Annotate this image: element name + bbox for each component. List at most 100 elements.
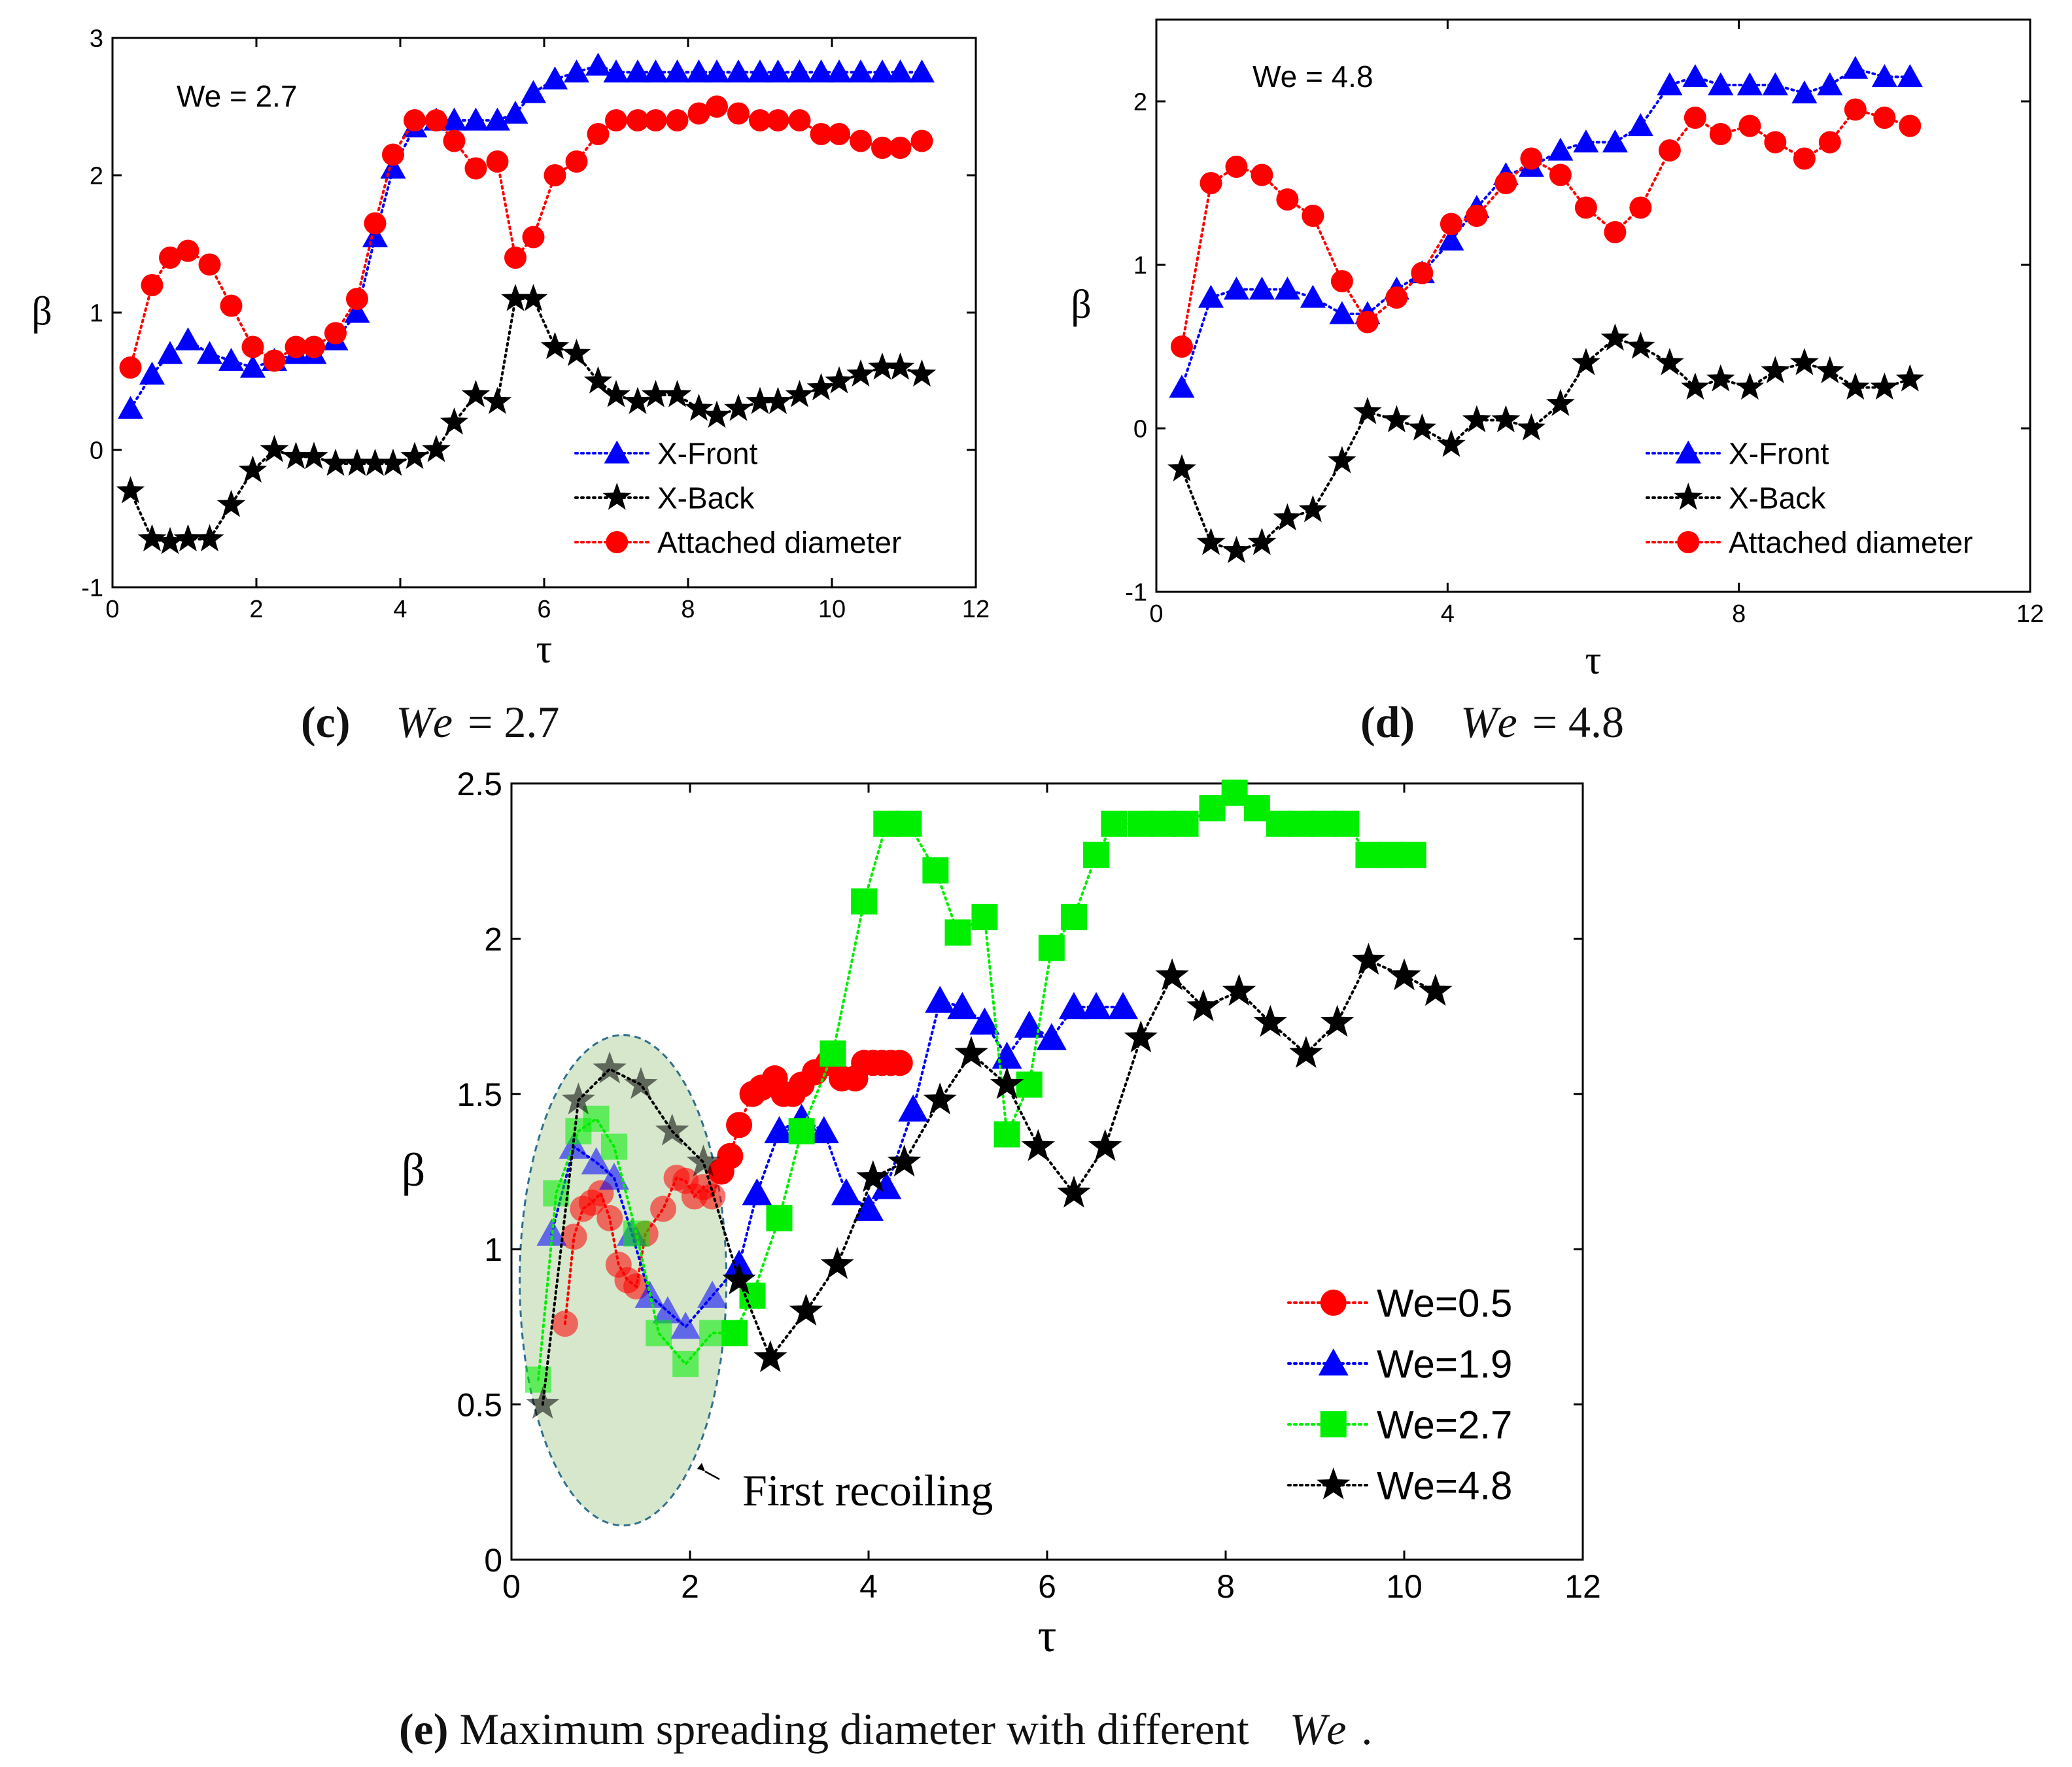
data-point	[1764, 131, 1787, 154]
caption-d-we: We	[1460, 697, 1521, 747]
x-tick-label: 0	[105, 596, 119, 623]
data-point	[382, 143, 404, 166]
annotation-label: We = 2.7	[177, 79, 298, 113]
data-point	[1060, 904, 1087, 931]
data-point	[173, 524, 203, 552]
data-point	[1738, 114, 1761, 137]
data-point	[704, 59, 730, 83]
data-point	[360, 449, 390, 476]
data-point	[1574, 196, 1597, 219]
caption-e-tail: .	[1361, 1704, 1373, 1754]
data-point	[593, 1051, 627, 1084]
legend-marker	[1317, 1467, 1351, 1500]
data-point	[764, 1116, 795, 1144]
data-point	[216, 490, 246, 517]
data-point	[990, 1067, 1024, 1099]
data-point	[364, 212, 387, 235]
data-point	[871, 137, 893, 159]
x-tick-label: 4	[393, 596, 407, 623]
x-axis-label: τ	[1585, 638, 1602, 683]
data-point	[1494, 172, 1517, 194]
x-tick-label: 10	[818, 596, 846, 623]
data-point	[699, 1320, 726, 1347]
data-point	[1520, 147, 1543, 170]
data-point	[1377, 842, 1404, 868]
data-point	[484, 107, 511, 131]
data-point	[1150, 810, 1177, 837]
data-point	[873, 810, 900, 837]
data-point	[1791, 80, 1818, 104]
data-point	[886, 352, 915, 380]
data-point	[544, 164, 566, 186]
data-point	[753, 1340, 787, 1373]
data-point	[1167, 454, 1196, 482]
data-point	[1793, 147, 1816, 170]
data-point	[746, 386, 774, 415]
data-point	[725, 59, 751, 83]
data-point	[851, 888, 878, 915]
data-point	[969, 1007, 1000, 1035]
data-point	[1058, 991, 1089, 1020]
data-point	[1311, 810, 1338, 837]
caption-e-text: Maximum spreading diameter with differen…	[459, 1704, 1249, 1754]
data-point	[889, 137, 912, 159]
caption-d-rest: = 4.8	[1532, 697, 1625, 747]
data-point	[1289, 1036, 1323, 1068]
data-point	[1355, 842, 1382, 868]
data-point	[850, 129, 872, 152]
data-point	[1736, 72, 1763, 95]
data-point	[1899, 114, 1922, 137]
data-point	[1108, 991, 1139, 1020]
y-tick-label: 1	[484, 1231, 502, 1268]
data-point	[175, 327, 201, 351]
data-point	[1387, 958, 1421, 991]
data-point	[788, 109, 811, 131]
y-tick-label: 0	[484, 1542, 502, 1579]
data-point	[623, 1220, 650, 1247]
data-point	[324, 322, 347, 345]
annotation-arrow	[704, 1470, 720, 1481]
data-point	[1172, 810, 1199, 837]
data-point	[650, 1195, 677, 1222]
data-point	[1081, 991, 1112, 1020]
data-point	[285, 335, 307, 358]
x-axis-label: τ	[536, 627, 553, 672]
caption-e-we: We	[1289, 1704, 1351, 1754]
data-point	[808, 1116, 839, 1144]
data-point	[954, 1036, 988, 1068]
data-point	[944, 919, 971, 946]
data-point	[721, 1320, 748, 1347]
data-point	[1249, 276, 1275, 300]
data-point	[486, 150, 509, 173]
data-point	[1057, 1175, 1091, 1208]
data-point	[1274, 276, 1300, 300]
data-point	[583, 1105, 610, 1132]
data-point	[1818, 131, 1841, 154]
x-axis-label: τ	[1038, 1609, 1057, 1662]
data-point	[1658, 139, 1681, 162]
data-point	[1088, 1129, 1122, 1161]
y-tick-label: 2	[484, 921, 502, 957]
y-tick-label: 0.5	[457, 1387, 502, 1424]
data-point	[652, 1296, 683, 1324]
data-point	[501, 284, 530, 311]
data-point	[303, 335, 325, 358]
y-tick-label: -1	[1125, 579, 1147, 607]
data-point	[1243, 795, 1270, 821]
data-point	[1706, 364, 1735, 392]
data-point	[763, 386, 793, 415]
data-point	[1351, 942, 1386, 975]
data-point	[581, 1147, 612, 1175]
data-point	[1221, 780, 1248, 806]
data-point	[117, 396, 144, 419]
data-point	[687, 102, 710, 125]
data-point	[220, 294, 243, 317]
caption-e-label: (e)	[399, 1704, 449, 1754]
data-point	[400, 441, 429, 470]
legend-marker	[1320, 1411, 1347, 1437]
data-point	[666, 109, 689, 131]
x-tick-label: 6	[1038, 1568, 1056, 1605]
annotation-arrowhead	[697, 1463, 705, 1471]
